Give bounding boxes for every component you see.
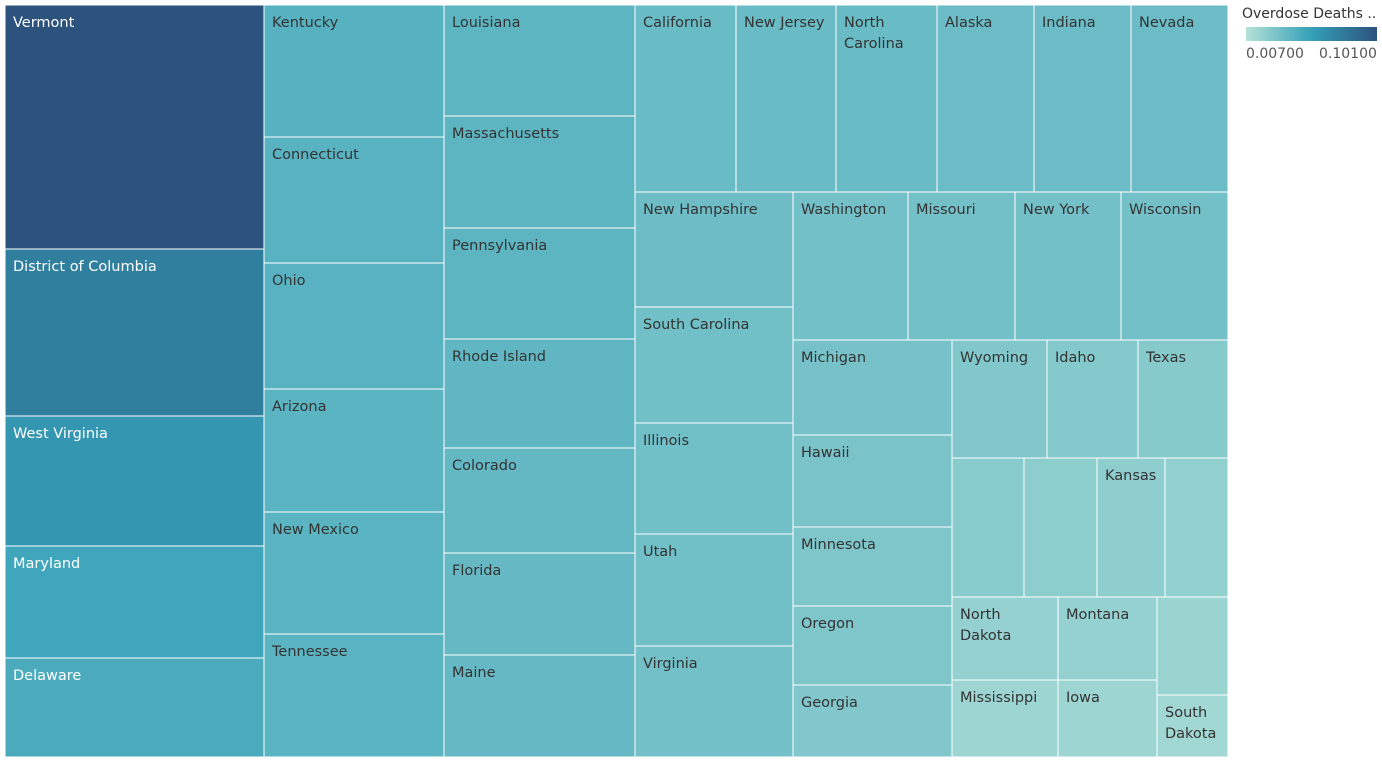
tile-label-missouri: Missouri [916, 202, 976, 218]
tile-nevada[interactable] [1130, 4, 1229, 193]
tile-label-mississippi: Mississippi [960, 690, 1037, 706]
tile-rhode-island[interactable] [443, 338, 636, 449]
tile-label-indiana: Indiana [1042, 15, 1096, 31]
tile-idaho[interactable] [1046, 339, 1139, 459]
tile-vermont[interactable] [4, 4, 265, 250]
treemap-tiles: Vermont District of Columbia West Virginia… [4, 4, 1229, 758]
tile-label-rhode-island: Rhode Island [452, 349, 546, 365]
tile-label-connecticut: Connecticut [272, 147, 359, 163]
tile-ohio[interactable] [263, 262, 445, 390]
tile-unlabeled-41[interactable] [951, 457, 1025, 598]
tile-hawaii[interactable] [792, 434, 953, 528]
tile-label-tennessee: Tennessee [271, 644, 348, 660]
tile-label-kentucky: Kentucky [272, 15, 339, 31]
tile-unlabeled-44[interactable] [1164, 457, 1229, 598]
tile-pennsylvania[interactable] [443, 227, 636, 340]
tile-montana[interactable] [1057, 596, 1158, 681]
legend-title: Overdose Deaths .. [1242, 6, 1377, 22]
tile-north-carolina[interactable] [835, 4, 938, 193]
tile-label-montana: Montana [1066, 607, 1129, 623]
tile-missouri[interactable] [907, 191, 1016, 341]
tile-new-jersey[interactable] [735, 4, 837, 193]
tile-label-pennsylvania: Pennsylvania [452, 238, 547, 254]
tile-label-washington: Washington [801, 202, 886, 218]
tile-label-louisiana: Louisiana [452, 15, 520, 31]
tile-label-arizona: Arizona [272, 399, 326, 415]
tile-georgia[interactable] [792, 684, 953, 758]
tile-label-hawaii: Hawaii [801, 445, 850, 461]
tile-label-delaware: Delaware [13, 668, 81, 684]
tile-maryland[interactable] [4, 545, 265, 659]
tile-label-iowa: Iowa [1066, 690, 1100, 706]
tile-delaware[interactable] [4, 657, 265, 758]
tile-massachusetts[interactable] [443, 115, 636, 229]
tile-florida[interactable] [443, 552, 636, 656]
tile-unlabeled-47[interactable] [1156, 596, 1229, 696]
tile-connecticut[interactable] [263, 136, 445, 264]
tile-mississippi[interactable] [951, 679, 1059, 758]
tile-kansas[interactable] [1096, 457, 1166, 598]
tile-new-hampshire[interactable] [634, 191, 794, 308]
tile-virginia[interactable] [634, 645, 794, 758]
tile-label-texas: Texas [1145, 350, 1186, 366]
tile-texas[interactable] [1137, 339, 1229, 459]
tile-label-district-of-columbia: District of Columbia [13, 259, 157, 275]
tile-kentucky[interactable] [263, 4, 445, 138]
tile-label-minnesota: Minnesota [801, 537, 876, 553]
tile-label-new-hampshire: New Hampshire [643, 202, 758, 218]
tile-unlabeled-42[interactable] [1023, 457, 1098, 598]
tile-label-maine: Maine [452, 665, 496, 681]
tile-label-vermont: Vermont [13, 15, 75, 31]
tile-label-wisconsin: Wisconsin [1129, 202, 1201, 218]
tile-label-north-dakota: North Dakota [960, 607, 1011, 644]
legend-max-label: 0.10100 [1319, 46, 1377, 62]
tile-label-maryland: Maryland [13, 556, 80, 572]
tile-label-north-carolina: North Carolina [844, 15, 904, 52]
tile-label-new-mexico: New Mexico [272, 522, 359, 538]
tile-label-west-virginia: West Virginia [13, 426, 108, 442]
tile-label-new-york: New York [1023, 202, 1090, 218]
tile-label-illinois: Illinois [643, 433, 689, 449]
tile-label-wyoming: Wyoming [960, 350, 1028, 366]
tile-california[interactable] [634, 4, 737, 193]
legend-min-label: 0.00700 [1246, 46, 1304, 62]
tile-illinois[interactable] [634, 422, 794, 535]
tile-west-virginia[interactable] [4, 415, 265, 547]
tile-label-south-carolina: South Carolina [643, 317, 749, 333]
tile-south-dakota[interactable] [1156, 694, 1229, 758]
tile-label-south-dakota: South Dakota [1165, 705, 1216, 742]
tile-district-of-columbia[interactable] [4, 248, 265, 417]
tile-utah[interactable] [634, 533, 794, 647]
tile-wisconsin[interactable] [1120, 191, 1229, 341]
tile-label-nevada: Nevada [1139, 15, 1194, 31]
tile-south-carolina[interactable] [634, 306, 794, 424]
tile-label-georgia: Georgia [801, 695, 858, 711]
tile-label-california: California [643, 15, 712, 31]
tile-label-utah: Utah [643, 544, 677, 560]
tile-label-idaho: Idaho [1055, 350, 1096, 366]
tile-new-york[interactable] [1014, 191, 1122, 341]
tile-tennessee[interactable] [263, 633, 445, 758]
tile-label-new-jersey: New Jersey [744, 15, 825, 31]
tile-label-alaska: Alaska [945, 15, 992, 31]
tile-label-michigan: Michigan [801, 350, 866, 366]
legend-color-ramp [1246, 27, 1377, 41]
tile-label-kansas: Kansas [1105, 468, 1156, 484]
tile-wyoming[interactable] [951, 339, 1048, 459]
tile-colorado[interactable] [443, 447, 636, 554]
tile-label-massachusetts: Massachusetts [452, 126, 559, 142]
tile-label-virginia: Virginia [643, 656, 698, 672]
tile-label-florida: Florida [452, 563, 501, 579]
tile-maine[interactable] [443, 654, 636, 758]
tile-minnesota[interactable] [792, 526, 953, 607]
tile-label-oregon: Oregon [801, 616, 854, 632]
tile-iowa[interactable] [1057, 679, 1158, 758]
tile-label-colorado: Colorado [452, 458, 517, 474]
tile-indiana[interactable] [1033, 4, 1132, 193]
tile-arizona[interactable] [263, 388, 445, 513]
tile-alaska[interactable] [936, 4, 1035, 193]
tile-label-ohio: Ohio [272, 273, 306, 289]
